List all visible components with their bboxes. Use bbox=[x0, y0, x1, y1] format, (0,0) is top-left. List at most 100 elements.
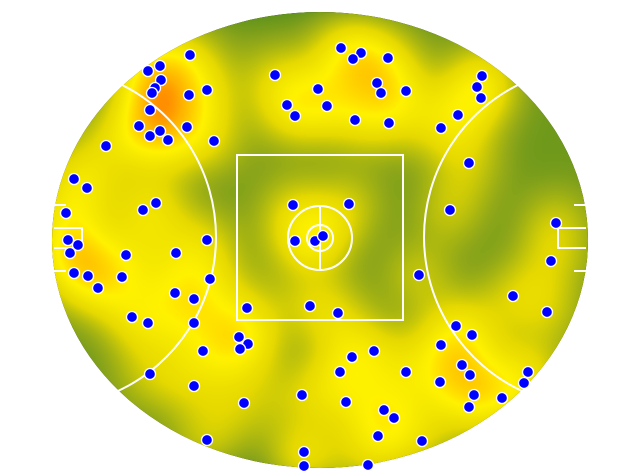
points bbox=[59, 41, 563, 473]
point bbox=[169, 246, 183, 260]
point bbox=[544, 254, 558, 268]
point bbox=[187, 292, 201, 306]
point bbox=[506, 289, 520, 303]
point bbox=[187, 316, 201, 330]
point bbox=[161, 133, 175, 147]
point bbox=[200, 233, 214, 247]
point bbox=[320, 99, 334, 113]
point bbox=[433, 375, 447, 389]
field-lines bbox=[54, 82, 586, 392]
point bbox=[470, 80, 484, 94]
point bbox=[333, 365, 347, 379]
point bbox=[141, 316, 155, 330]
point bbox=[495, 391, 509, 405]
point bbox=[434, 121, 448, 135]
point bbox=[145, 86, 159, 100]
point bbox=[475, 69, 489, 83]
point bbox=[119, 248, 133, 262]
point bbox=[462, 156, 476, 170]
point bbox=[81, 269, 95, 283]
point bbox=[115, 270, 129, 284]
point bbox=[203, 272, 217, 286]
point bbox=[346, 52, 360, 66]
point bbox=[449, 319, 463, 333]
point bbox=[183, 48, 197, 62]
point bbox=[280, 98, 294, 112]
point bbox=[331, 306, 345, 320]
point bbox=[297, 459, 311, 473]
point bbox=[63, 246, 77, 260]
point bbox=[382, 116, 396, 130]
point bbox=[200, 83, 214, 97]
point bbox=[67, 172, 81, 186]
point bbox=[540, 305, 554, 319]
point bbox=[549, 216, 563, 230]
point bbox=[463, 368, 477, 382]
point bbox=[182, 88, 196, 102]
point bbox=[339, 395, 353, 409]
point bbox=[187, 379, 201, 393]
point bbox=[240, 301, 254, 315]
point bbox=[286, 198, 300, 212]
point bbox=[232, 330, 246, 344]
point bbox=[168, 286, 182, 300]
point bbox=[125, 310, 139, 324]
point bbox=[462, 400, 476, 414]
point bbox=[517, 376, 531, 390]
point bbox=[474, 91, 488, 105]
point bbox=[295, 388, 309, 402]
point bbox=[149, 196, 163, 210]
point bbox=[467, 388, 481, 402]
point bbox=[415, 434, 429, 448]
point bbox=[370, 76, 384, 90]
point bbox=[288, 109, 302, 123]
point bbox=[387, 411, 401, 425]
point bbox=[71, 238, 85, 252]
point bbox=[316, 229, 330, 243]
point bbox=[361, 458, 375, 472]
point bbox=[342, 197, 356, 211]
point bbox=[521, 365, 535, 379]
point bbox=[371, 429, 385, 443]
point bbox=[374, 86, 388, 100]
point bbox=[381, 51, 395, 65]
point bbox=[153, 124, 167, 138]
point bbox=[207, 134, 221, 148]
point bbox=[348, 113, 362, 127]
point bbox=[377, 403, 391, 417]
point bbox=[354, 46, 368, 60]
point bbox=[443, 203, 457, 217]
point bbox=[399, 84, 413, 98]
point bbox=[288, 234, 302, 248]
point bbox=[91, 281, 105, 295]
point bbox=[153, 59, 167, 73]
point bbox=[61, 233, 75, 247]
point bbox=[297, 445, 311, 459]
point bbox=[80, 181, 94, 195]
point bbox=[367, 344, 381, 358]
point bbox=[412, 268, 426, 282]
point bbox=[451, 108, 465, 122]
point bbox=[143, 103, 157, 117]
point bbox=[237, 396, 251, 410]
point bbox=[233, 342, 247, 356]
point bbox=[136, 203, 150, 217]
point bbox=[268, 68, 282, 82]
point bbox=[345, 350, 359, 364]
point bbox=[200, 433, 214, 447]
point bbox=[311, 82, 325, 96]
point bbox=[132, 119, 146, 133]
point bbox=[455, 358, 469, 372]
point bbox=[143, 129, 157, 143]
point bbox=[465, 328, 479, 342]
point bbox=[180, 120, 194, 134]
point bbox=[196, 344, 210, 358]
point bbox=[141, 64, 155, 78]
point bbox=[303, 299, 317, 313]
point bbox=[143, 367, 157, 381]
point bbox=[399, 365, 413, 379]
point bbox=[67, 266, 81, 280]
point bbox=[154, 73, 168, 87]
